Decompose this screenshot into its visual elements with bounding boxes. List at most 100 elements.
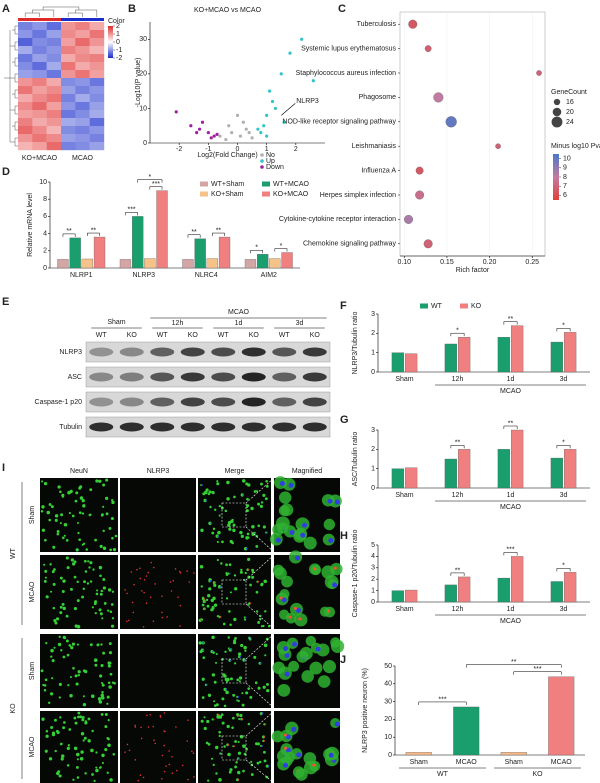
blot-strip <box>85 416 331 438</box>
y-tick-label: 0 <box>388 752 392 759</box>
x-tick-label: AIM2 <box>261 272 277 279</box>
signal-dot <box>253 655 257 659</box>
signal-dot <box>203 498 207 503</box>
bar <box>194 238 206 269</box>
signal-dot <box>202 649 205 652</box>
signal-dot <box>81 716 85 720</box>
size-legend-label: 16 <box>566 99 574 106</box>
signal-dot <box>134 726 137 728</box>
signal-dot <box>59 716 62 719</box>
bar <box>405 589 418 603</box>
signal-dot <box>78 486 82 490</box>
signal-dot <box>145 575 148 577</box>
nucleus <box>296 752 302 758</box>
heatmap-cell <box>46 142 62 151</box>
cell <box>279 491 292 504</box>
signal-dot <box>124 589 126 591</box>
heatmap-cell <box>75 38 90 47</box>
signal-dot <box>217 585 222 589</box>
signal-dot <box>142 625 145 628</box>
signal-dot <box>238 718 241 721</box>
blot-band <box>272 422 297 432</box>
blot-band <box>302 422 327 432</box>
heatmap-cell <box>18 22 33 31</box>
signal-dot <box>78 538 82 542</box>
signal-dot <box>126 620 128 623</box>
signal-dot <box>227 743 230 746</box>
signal-dot <box>249 602 252 605</box>
legend-label: KO+Sham <box>211 191 244 198</box>
signal-dot <box>82 504 86 508</box>
signal-dot <box>90 694 95 699</box>
signal-dot <box>70 558 75 562</box>
category-label: Phagosome <box>359 94 396 101</box>
signal-dot <box>333 566 337 570</box>
signal-dot <box>175 769 178 772</box>
x-tick-label: 12h <box>452 376 464 383</box>
signal-dot <box>43 563 46 566</box>
signal-dot <box>262 685 266 689</box>
legend-label: KO <box>471 303 482 310</box>
y-axis-label: ASC/Tubulin ratio <box>352 432 359 487</box>
signal-dot <box>62 726 66 730</box>
signal-dot <box>260 582 264 586</box>
bar <box>497 449 510 489</box>
bar <box>458 337 471 373</box>
scatter-point <box>215 132 219 136</box>
annotation: NLRP3 <box>296 98 319 105</box>
blot-band <box>180 372 205 382</box>
signal-dot <box>77 674 81 677</box>
signal-dot <box>218 514 221 517</box>
group-label: Sham <box>107 319 125 326</box>
signal-dot <box>228 770 232 774</box>
legend-label: Down <box>266 164 284 171</box>
signal-dot <box>169 581 172 583</box>
signal-dot <box>247 568 250 571</box>
scatter-point <box>218 134 222 138</box>
scatter-point <box>244 127 248 131</box>
heatmap-cell <box>61 86 76 95</box>
size-legend-label: 24 <box>566 119 574 126</box>
bar <box>391 590 404 603</box>
signal-dot <box>58 696 61 699</box>
signal-dot <box>200 585 203 588</box>
significance-bracket <box>212 232 225 237</box>
condition-label: Sham <box>29 662 36 680</box>
signal-dot <box>61 602 65 606</box>
heatmap-cell <box>46 126 62 135</box>
signal-dot <box>95 592 99 596</box>
signal-dot <box>56 532 60 536</box>
size-legend-mark <box>552 107 562 117</box>
signal-dot <box>83 559 87 563</box>
panel-letter: J <box>340 654 346 666</box>
bar <box>144 258 156 269</box>
significance: ** <box>91 227 97 234</box>
y-axis-label: NLRP3/Tubulin ratio <box>352 312 359 375</box>
signal-dot <box>89 580 93 583</box>
blot-band <box>211 347 236 357</box>
bar <box>564 332 577 373</box>
signal-dot <box>50 655 53 658</box>
nucleus <box>288 482 294 488</box>
x-tick-label: Sham <box>395 606 413 613</box>
heatmap-cell <box>18 134 33 143</box>
signal-dot <box>245 482 249 486</box>
heatmap-cell <box>32 110 47 119</box>
signal-dot <box>231 726 234 729</box>
category-label: NOD-like receptor signaling pathway <box>282 119 396 126</box>
y-tick-label: 0 <box>143 140 147 147</box>
signal-dot <box>94 600 97 603</box>
signal-dot <box>262 750 266 754</box>
signal-dot <box>140 737 143 740</box>
signal-dot <box>56 771 60 776</box>
scatter-point <box>230 131 234 135</box>
signal-dot <box>245 509 249 513</box>
colorbar-tick-label: 9 <box>563 165 567 172</box>
heatmap-cell <box>61 38 76 47</box>
signal-dot <box>80 731 85 736</box>
signal-dot <box>66 746 70 750</box>
bar <box>497 337 510 373</box>
signal-dot <box>263 736 266 738</box>
signal-dot <box>204 490 208 495</box>
signal-dot <box>198 641 202 645</box>
